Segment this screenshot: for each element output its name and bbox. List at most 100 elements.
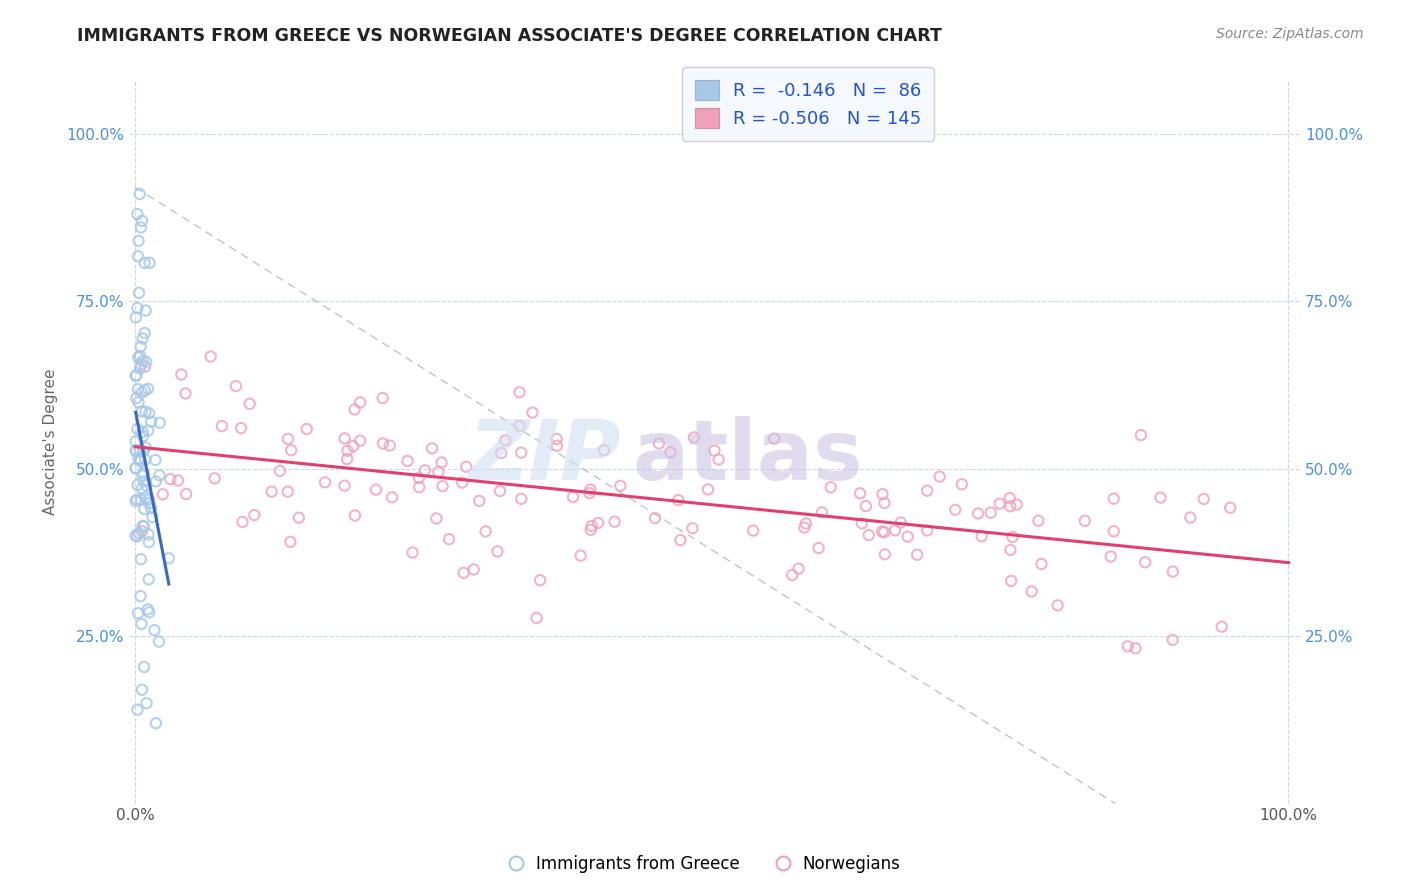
Point xyxy=(609,479,631,493)
Point xyxy=(579,523,602,537)
Point xyxy=(681,521,703,535)
Point xyxy=(157,551,180,566)
Point xyxy=(1161,632,1184,647)
Point xyxy=(970,529,993,543)
Point xyxy=(288,510,311,524)
Point xyxy=(141,415,163,429)
Point xyxy=(928,469,950,483)
Point xyxy=(145,716,167,731)
Point xyxy=(128,451,150,466)
Point xyxy=(148,634,170,648)
Point xyxy=(127,301,149,315)
Point xyxy=(980,506,1002,520)
Point xyxy=(280,443,302,458)
Point xyxy=(529,574,551,588)
Point xyxy=(811,505,834,519)
Point xyxy=(200,350,222,364)
Point xyxy=(474,524,496,539)
Point xyxy=(1129,428,1152,442)
Point xyxy=(125,368,148,383)
Point xyxy=(703,443,725,458)
Point xyxy=(136,602,159,616)
Point xyxy=(128,443,150,458)
Point xyxy=(697,483,720,497)
Text: IMMIGRANTS FROM GREECE VS NORWEGIAN ASSOCIATE'S DEGREE CORRELATION CHART: IMMIGRANTS FROM GREECE VS NORWEGIAN ASSO… xyxy=(77,27,942,45)
Point xyxy=(579,483,602,497)
Point xyxy=(593,443,616,458)
Point xyxy=(132,429,155,443)
Point xyxy=(915,524,938,538)
Point xyxy=(437,532,460,546)
Point xyxy=(1074,514,1097,528)
Point xyxy=(349,434,371,448)
Point xyxy=(124,434,146,449)
Point xyxy=(494,434,516,448)
Point xyxy=(890,516,912,530)
Point xyxy=(1125,641,1147,656)
Point xyxy=(884,524,907,538)
Point xyxy=(131,519,153,533)
Point xyxy=(124,528,146,542)
Point xyxy=(243,508,266,523)
Point xyxy=(793,520,815,534)
Point xyxy=(136,382,159,396)
Point xyxy=(489,483,512,498)
Point xyxy=(239,397,262,411)
Point xyxy=(149,416,172,430)
Point xyxy=(134,405,156,419)
Point xyxy=(1219,500,1241,515)
Point xyxy=(124,443,146,458)
Point xyxy=(967,507,990,521)
Point xyxy=(378,439,401,453)
Point xyxy=(343,508,366,523)
Point xyxy=(138,492,160,507)
Point xyxy=(128,526,150,541)
Point xyxy=(897,530,920,544)
Point xyxy=(127,529,149,543)
Point xyxy=(998,500,1021,514)
Point xyxy=(1102,524,1125,539)
Point xyxy=(128,395,150,409)
Point xyxy=(413,463,436,477)
Point xyxy=(134,256,156,270)
Point xyxy=(364,483,387,497)
Point xyxy=(742,524,765,538)
Point xyxy=(430,455,453,469)
Point xyxy=(129,357,152,371)
Point xyxy=(277,432,299,446)
Point xyxy=(170,368,193,382)
Point xyxy=(131,214,153,228)
Point xyxy=(1161,565,1184,579)
Text: atlas: atlas xyxy=(633,416,863,497)
Point xyxy=(1005,498,1028,512)
Text: Source: ZipAtlas.com: Source: ZipAtlas.com xyxy=(1216,27,1364,41)
Point xyxy=(129,492,152,507)
Point xyxy=(134,452,156,467)
Point xyxy=(1211,620,1233,634)
Point xyxy=(787,562,810,576)
Point xyxy=(138,572,160,586)
Point xyxy=(915,483,938,498)
Point xyxy=(1001,530,1024,544)
Point xyxy=(381,491,404,505)
Point xyxy=(135,355,157,369)
Point xyxy=(145,453,167,467)
Point xyxy=(124,461,146,475)
Point xyxy=(526,611,548,625)
Point xyxy=(569,549,592,563)
Y-axis label: Associate's Degree: Associate's Degree xyxy=(44,368,58,515)
Point xyxy=(427,465,450,479)
Point xyxy=(648,436,671,450)
Point xyxy=(950,477,973,491)
Point xyxy=(707,452,730,467)
Point xyxy=(138,256,160,270)
Point xyxy=(522,405,544,419)
Point xyxy=(336,443,359,458)
Point xyxy=(167,474,190,488)
Point xyxy=(682,430,704,444)
Point xyxy=(1102,491,1125,506)
Point xyxy=(295,422,318,436)
Point xyxy=(333,431,356,445)
Point xyxy=(546,432,568,446)
Point xyxy=(134,359,156,374)
